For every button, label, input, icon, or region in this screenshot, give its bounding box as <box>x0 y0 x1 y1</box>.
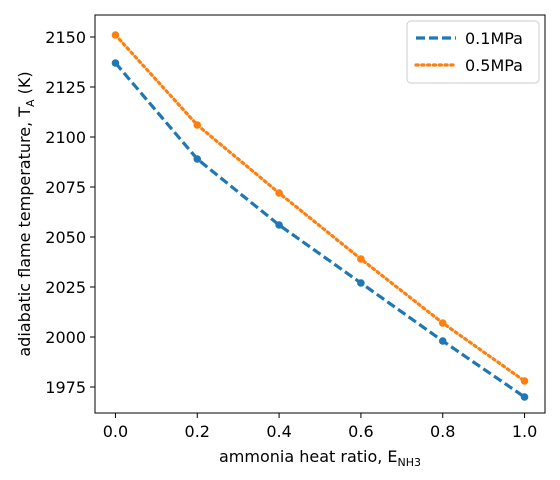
data-point <box>112 59 120 67</box>
data-point <box>439 319 447 327</box>
y-tick-label: 2150 <box>45 28 86 47</box>
data-point <box>521 377 529 385</box>
y-tick-label: 2025 <box>45 278 86 297</box>
y-tick-label: 2075 <box>45 178 86 197</box>
legend: 0.1MPa 0.5MPa <box>407 21 539 83</box>
y-tick-label: 1975 <box>45 378 86 397</box>
data-point <box>357 279 365 287</box>
x-tick-label: 1.0 <box>512 422 537 441</box>
x-axis-label: ammonia heat ratio, ENH3 <box>219 447 421 469</box>
y-axis-label: adiabatic flame temperature, TA (K) <box>15 71 37 356</box>
legend-label-1: 0.5MPa <box>465 56 523 75</box>
x-tick-label: 0.4 <box>266 422 291 441</box>
legend-label-0: 0.1MPa <box>465 29 523 48</box>
data-point <box>357 255 365 263</box>
axis-ticks: 0.0 0.2 0.4 0.6 0.8 1.0 1975 2000 2025 2050 2075 21… <box>45 28 537 441</box>
x-tick-label: 0.6 <box>348 422 373 441</box>
y-tick-label: 2000 <box>45 328 86 347</box>
data-point <box>439 337 447 345</box>
series-line-0 <box>115 63 524 397</box>
y-tick-label: 2050 <box>45 228 86 247</box>
series-line-1 <box>115 35 524 381</box>
data-point <box>193 121 201 129</box>
y-tick-label: 2100 <box>45 128 86 147</box>
x-tick-label: 0.2 <box>185 422 210 441</box>
data-point <box>193 155 201 163</box>
data-point <box>112 31 120 39</box>
data-point <box>275 189 283 197</box>
x-tick-label: 0.0 <box>103 422 128 441</box>
data-point <box>521 393 529 401</box>
data-point <box>275 221 283 229</box>
x-tick-label: 0.8 <box>430 422 455 441</box>
y-tick-label: 2125 <box>45 78 86 97</box>
